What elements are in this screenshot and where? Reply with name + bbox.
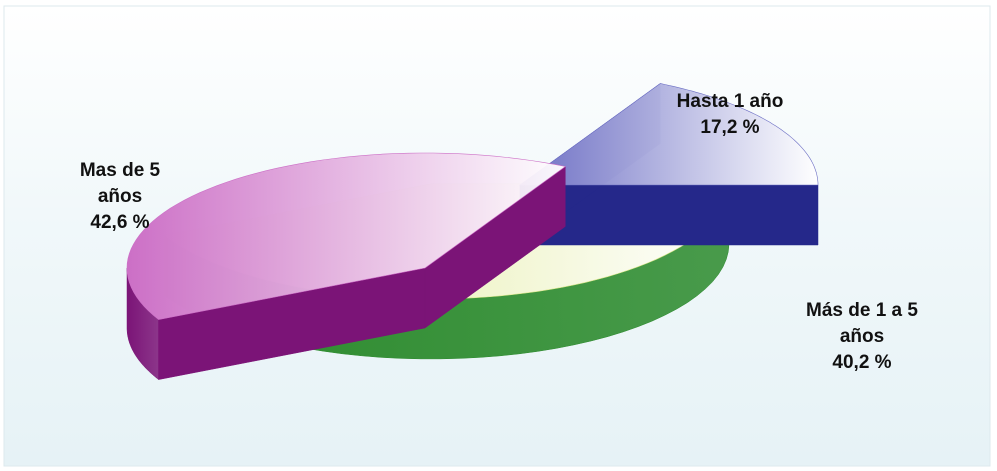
slice-label-name: Mas de 5 — [79, 160, 161, 181]
slice-label-name-line2: años — [839, 326, 885, 347]
slice-label-mas-de-5-anos: Mas de 5 años 42,6 % — [55, 158, 185, 236]
slice-label-value: 17,2 % — [700, 117, 760, 138]
slice-top-face — [126, 152, 567, 320]
slice-label-hasta-1-ano: Hasta 1 año 17,2 % — [645, 89, 815, 141]
slice-label-value: 42,6 % — [90, 212, 150, 233]
slice-label-value: 40,2 % — [832, 352, 892, 373]
slice-label-name: Más de 1 a 5 — [806, 300, 918, 321]
slice-label-name-line2: años — [97, 186, 143, 207]
slice-top-face — [519, 83, 819, 186]
slice-label-name: Hasta 1 año — [676, 91, 784, 112]
pie-slice — [126, 152, 567, 381]
slice-label-mas-de-1-a-5-anos: Más de 1 a 5 años 40,2 % — [772, 298, 952, 376]
